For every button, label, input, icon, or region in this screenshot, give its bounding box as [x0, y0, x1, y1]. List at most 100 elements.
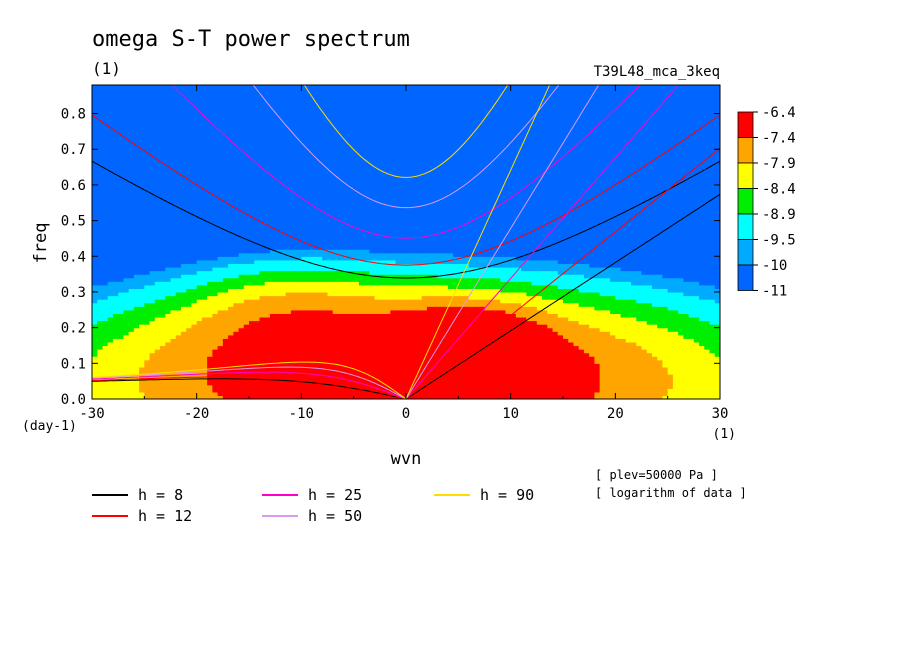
field-cell [563, 288, 569, 293]
field-cell [395, 384, 402, 389]
field-cell [683, 274, 690, 279]
field-cell [521, 356, 527, 361]
field-cell [411, 356, 418, 361]
field-cell [296, 316, 302, 322]
chart-subtitle: (1) [92, 59, 121, 78]
field-cell [280, 291, 287, 297]
field-cell [489, 374, 496, 379]
field-cell [311, 281, 318, 286]
field-cell [337, 266, 344, 272]
field-cell [678, 331, 684, 336]
field-cell [112, 381, 119, 386]
field-cell [259, 356, 266, 361]
field-cell [337, 341, 344, 347]
field-cell [484, 352, 491, 357]
field-cell [568, 374, 575, 379]
field-cell [667, 316, 674, 322]
chart-title: omega S-T power spectrum [92, 27, 410, 52]
field-cell [170, 366, 177, 372]
field-cell [348, 338, 355, 343]
field-cell [390, 277, 397, 282]
field-cell [651, 366, 658, 372]
field-cell [175, 270, 182, 275]
field-cell [144, 391, 151, 397]
field-cell [149, 274, 156, 279]
field-cell [369, 359, 376, 364]
field-cell [364, 299, 370, 304]
field-cell [421, 291, 428, 297]
field-cell [254, 263, 261, 268]
field-cell [646, 252, 653, 257]
field-cell [583, 363, 590, 368]
field-cell [254, 395, 261, 399]
field-cell [207, 284, 213, 289]
field-cell [160, 331, 166, 336]
field-cell [489, 316, 496, 322]
field-cell [458, 252, 465, 257]
field-cell [505, 363, 512, 368]
field-cell [97, 381, 104, 386]
field-cell [604, 256, 611, 261]
field-cell [515, 316, 522, 322]
field-cell [563, 331, 569, 336]
field-cell [133, 270, 140, 275]
field-cell [479, 370, 486, 375]
field-cell [615, 313, 622, 318]
field-cell [704, 341, 711, 347]
field-cell [583, 384, 590, 389]
field-cell [327, 288, 334, 293]
field-cell [337, 281, 344, 286]
field-cell [217, 256, 224, 261]
field-cell [468, 309, 475, 314]
field-cell [646, 313, 653, 318]
field-cell [149, 288, 156, 293]
field-cell [332, 277, 339, 282]
field-cell [170, 374, 177, 379]
field-cell [191, 281, 198, 286]
field-cell [269, 327, 276, 332]
field-cell [154, 263, 161, 268]
field-cell [641, 263, 648, 268]
field-cell [222, 284, 229, 289]
field-cell [489, 302, 496, 307]
field-cell [432, 384, 438, 389]
field-cell [667, 295, 674, 300]
field-cell [364, 334, 370, 339]
field-cell [285, 377, 292, 382]
field-cell [406, 349, 412, 354]
field-cell [453, 281, 459, 286]
field-cell [589, 352, 595, 357]
field-cell [573, 252, 580, 257]
field-cell [547, 363, 554, 368]
field-cell [657, 281, 664, 286]
field-cell [672, 284, 679, 289]
field-cell [306, 277, 313, 282]
field-cell [688, 309, 695, 314]
field-cell [662, 381, 669, 386]
field-cell [500, 266, 507, 272]
field-cell [610, 284, 616, 289]
field-cell [97, 391, 104, 397]
field-cell [416, 266, 423, 272]
field-cell [343, 374, 350, 379]
field-cell [557, 277, 564, 282]
field-cell [264, 316, 271, 322]
field-cell [243, 341, 250, 347]
field-cell [343, 309, 350, 314]
field-cell [222, 341, 229, 347]
field-cell [118, 288, 124, 293]
field-cell [107, 366, 114, 372]
field-cell [542, 299, 548, 304]
field-cell [693, 320, 700, 325]
field-cell [442, 341, 449, 347]
field-cell [547, 277, 554, 282]
field-cell [709, 291, 716, 297]
field-cell [275, 295, 281, 300]
field-cell [557, 356, 564, 361]
field-cell [379, 366, 386, 372]
field-cell [646, 370, 653, 375]
field-cell [243, 377, 250, 382]
field-cell [437, 263, 444, 268]
field-cell [264, 391, 271, 397]
field-cell [474, 359, 480, 364]
